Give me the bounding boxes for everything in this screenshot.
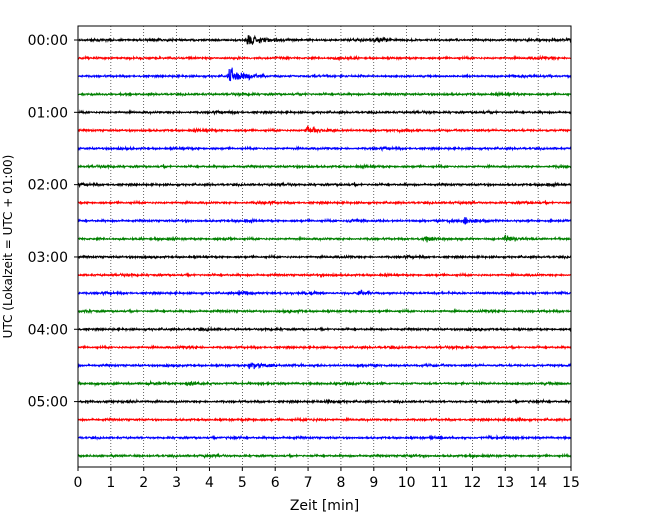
trace-line-14 bbox=[77, 289, 572, 297]
trace-line-13 bbox=[77, 271, 572, 279]
y-tick-label: 02:00 bbox=[28, 178, 68, 194]
trace-line-16 bbox=[77, 325, 572, 333]
trace-line-10 bbox=[77, 217, 572, 225]
x-tick-label: 11 bbox=[431, 475, 449, 491]
trace-line-23 bbox=[77, 452, 572, 460]
x-tick-label: 2 bbox=[139, 475, 148, 491]
y-tick-label: 03:00 bbox=[28, 250, 68, 266]
trace-line-18 bbox=[77, 361, 572, 370]
trace-line-21 bbox=[77, 416, 572, 423]
trace-group bbox=[77, 34, 572, 460]
x-tick-label: 0 bbox=[74, 475, 83, 491]
x-axis-title: Zeit [min] bbox=[290, 498, 359, 514]
trace-line-12 bbox=[77, 253, 572, 261]
trace-line-3 bbox=[77, 90, 572, 98]
x-tick-label: 15 bbox=[562, 475, 580, 491]
trace-line-9 bbox=[77, 199, 572, 207]
x-tick-label: 9 bbox=[369, 475, 378, 491]
y-axis-ticks: 00:00 01:00 02:00 03:00 04:00 05:00 bbox=[28, 33, 78, 411]
x-tick-label: 5 bbox=[238, 475, 247, 491]
x-tick-label: 12 bbox=[463, 475, 481, 491]
trace-line-7 bbox=[77, 163, 572, 170]
trace-line-1 bbox=[77, 54, 572, 62]
x-tick-label: 10 bbox=[398, 475, 416, 491]
trace-line-2 bbox=[77, 67, 572, 82]
x-axis-ticks: 0 1 2 3 4 5 6 7 8 9 10 11 12 13 14 15 bbox=[74, 467, 580, 491]
trace-line-6 bbox=[77, 145, 572, 152]
trace-line-15 bbox=[77, 307, 572, 315]
x-tick-label: 1 bbox=[106, 475, 115, 491]
trace-line-4 bbox=[77, 108, 572, 116]
y-tick-label: 04:00 bbox=[28, 322, 68, 338]
y-tick-label: 05:00 bbox=[28, 395, 68, 411]
trace-line-22 bbox=[77, 434, 572, 442]
x-tick-label: 7 bbox=[304, 475, 313, 491]
trace-line-8 bbox=[77, 181, 572, 189]
y-axis-title: UTC (Lokalzeit = UTC + 01:00) bbox=[1, 155, 15, 339]
x-tick-label: 14 bbox=[529, 475, 547, 491]
trace-line-20 bbox=[77, 398, 572, 405]
x-tick-label: 3 bbox=[172, 475, 181, 491]
x-tick-label: 4 bbox=[205, 475, 214, 491]
trace-line-11 bbox=[77, 234, 572, 243]
trace-line-17 bbox=[77, 344, 572, 351]
y-tick-label: 00:00 bbox=[28, 33, 68, 49]
x-tick-label: 6 bbox=[271, 475, 280, 491]
x-tick-label: 8 bbox=[336, 475, 345, 491]
x-tick-label: 13 bbox=[496, 475, 514, 491]
trace-line-19 bbox=[77, 379, 572, 388]
plot-frame bbox=[77, 25, 572, 468]
trace-line-5 bbox=[77, 125, 572, 135]
y-tick-label: 01:00 bbox=[28, 105, 68, 121]
trace-line-0 bbox=[77, 34, 572, 46]
